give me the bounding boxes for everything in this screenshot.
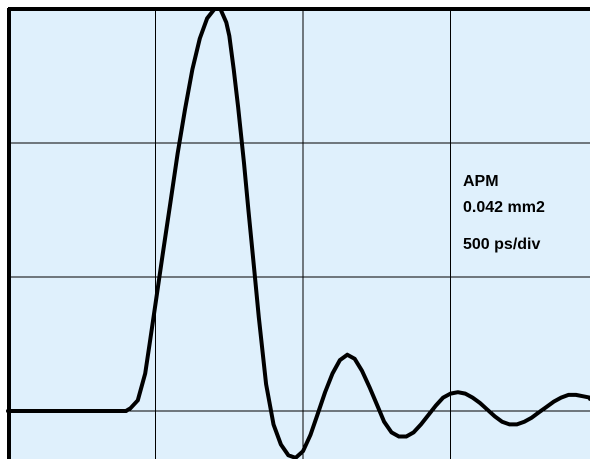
plot-background xyxy=(8,8,590,459)
annotation-area: 0.042 mm2 xyxy=(463,199,545,216)
annotation-block: APM 0.042 mm2 500 ps/div xyxy=(463,173,545,253)
signal-trace xyxy=(6,7,590,459)
annotation-device: APM xyxy=(463,173,499,190)
annotation-timebase: 500 ps/div xyxy=(463,236,540,253)
